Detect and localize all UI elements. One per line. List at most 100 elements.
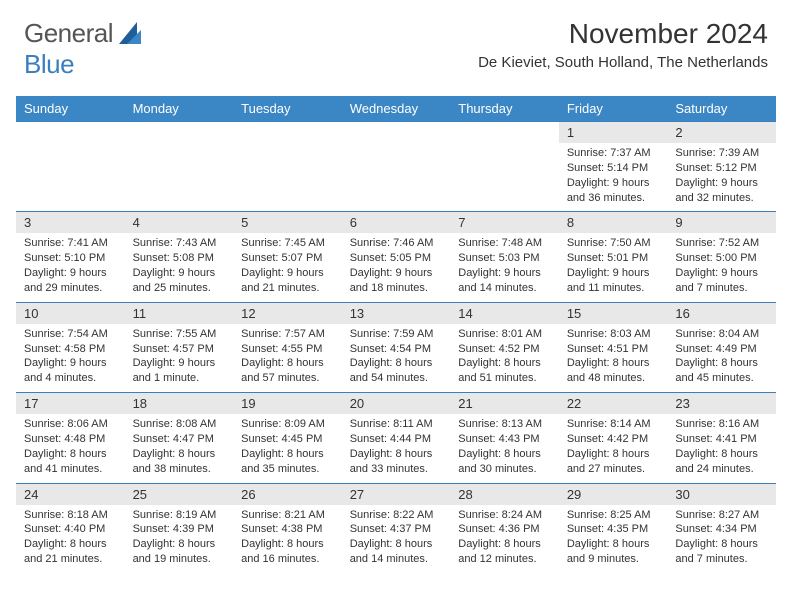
day-number-cell: 16 bbox=[667, 302, 776, 324]
daylight-text: Daylight: 8 hours bbox=[24, 447, 117, 462]
day-number-cell: 3 bbox=[16, 212, 125, 234]
daylight-text: and 1 minute. bbox=[133, 371, 226, 386]
sunset-text: Sunset: 4:51 PM bbox=[567, 342, 660, 357]
day-content-cell: Sunrise: 7:52 AMSunset: 5:00 PMDaylight:… bbox=[667, 233, 776, 302]
day-content-cell: Sunrise: 8:14 AMSunset: 4:42 PMDaylight:… bbox=[559, 414, 668, 483]
daylight-text: Daylight: 8 hours bbox=[567, 537, 660, 552]
daylight-text: and 24 minutes. bbox=[675, 462, 768, 477]
sunrise-text: Sunrise: 7:46 AM bbox=[350, 236, 443, 251]
sunset-text: Sunset: 4:54 PM bbox=[350, 342, 443, 357]
weekday-header: Friday bbox=[559, 96, 668, 122]
day-number-cell: 1 bbox=[559, 122, 668, 144]
weekday-header: Tuesday bbox=[233, 96, 342, 122]
sunrise-text: Sunrise: 8:14 AM bbox=[567, 417, 660, 432]
sunset-text: Sunset: 4:42 PM bbox=[567, 432, 660, 447]
day-content-cell: Sunrise: 7:41 AMSunset: 5:10 PMDaylight:… bbox=[16, 233, 125, 302]
day-content-cell: Sunrise: 7:45 AMSunset: 5:07 PMDaylight:… bbox=[233, 233, 342, 302]
day-number-cell: 30 bbox=[667, 483, 776, 505]
day-content-cell: Sunrise: 8:09 AMSunset: 4:45 PMDaylight:… bbox=[233, 414, 342, 483]
day-content-row: Sunrise: 8:18 AMSunset: 4:40 PMDaylight:… bbox=[16, 505, 776, 573]
day-number-cell bbox=[450, 122, 559, 144]
sunrise-text: Sunrise: 7:39 AM bbox=[675, 146, 768, 161]
day-content-cell: Sunrise: 8:19 AMSunset: 4:39 PMDaylight:… bbox=[125, 505, 234, 573]
day-number-cell: 19 bbox=[233, 393, 342, 415]
day-content-cell: Sunrise: 8:21 AMSunset: 4:38 PMDaylight:… bbox=[233, 505, 342, 573]
day-number-cell: 2 bbox=[667, 122, 776, 144]
daylight-text: Daylight: 8 hours bbox=[241, 447, 334, 462]
day-content-cell bbox=[233, 143, 342, 212]
daylight-text: and 18 minutes. bbox=[350, 281, 443, 296]
daylight-text: and 7 minutes. bbox=[675, 281, 768, 296]
day-number-cell: 21 bbox=[450, 393, 559, 415]
sunset-text: Sunset: 4:36 PM bbox=[458, 522, 551, 537]
daylight-text: Daylight: 9 hours bbox=[241, 266, 334, 281]
day-number-row: 12 bbox=[16, 122, 776, 144]
sunset-text: Sunset: 4:37 PM bbox=[350, 522, 443, 537]
sunrise-text: Sunrise: 8:01 AM bbox=[458, 327, 551, 342]
daylight-text: Daylight: 8 hours bbox=[567, 356, 660, 371]
sunset-text: Sunset: 4:41 PM bbox=[675, 432, 768, 447]
daylight-text: and 54 minutes. bbox=[350, 371, 443, 386]
weekday-header: Saturday bbox=[667, 96, 776, 122]
day-content-cell: Sunrise: 7:39 AMSunset: 5:12 PMDaylight:… bbox=[667, 143, 776, 212]
day-number-row: 17181920212223 bbox=[16, 393, 776, 415]
daylight-text: and 32 minutes. bbox=[675, 191, 768, 206]
daylight-text: and 19 minutes. bbox=[133, 552, 226, 567]
daylight-text: Daylight: 8 hours bbox=[675, 356, 768, 371]
logo-text-blue: Blue bbox=[24, 49, 74, 79]
daylight-text: Daylight: 9 hours bbox=[567, 266, 660, 281]
daylight-text: Daylight: 8 hours bbox=[241, 356, 334, 371]
sunrise-text: Sunrise: 7:55 AM bbox=[133, 327, 226, 342]
daylight-text: Daylight: 9 hours bbox=[567, 176, 660, 191]
daylight-text: and 16 minutes. bbox=[241, 552, 334, 567]
day-content-cell: Sunrise: 8:27 AMSunset: 4:34 PMDaylight:… bbox=[667, 505, 776, 573]
day-number-cell bbox=[125, 122, 234, 144]
day-content-cell: Sunrise: 8:24 AMSunset: 4:36 PMDaylight:… bbox=[450, 505, 559, 573]
daylight-text: Daylight: 8 hours bbox=[675, 537, 768, 552]
day-content-cell: Sunrise: 7:43 AMSunset: 5:08 PMDaylight:… bbox=[125, 233, 234, 302]
day-number-cell: 25 bbox=[125, 483, 234, 505]
sunrise-text: Sunrise: 7:41 AM bbox=[24, 236, 117, 251]
day-content-cell: Sunrise: 7:46 AMSunset: 5:05 PMDaylight:… bbox=[342, 233, 451, 302]
day-number-cell bbox=[16, 122, 125, 144]
daylight-text: and 21 minutes. bbox=[241, 281, 334, 296]
sunrise-text: Sunrise: 8:08 AM bbox=[133, 417, 226, 432]
sunrise-text: Sunrise: 8:03 AM bbox=[567, 327, 660, 342]
logo-text-general: General bbox=[24, 18, 113, 48]
sunset-text: Sunset: 5:01 PM bbox=[567, 251, 660, 266]
sunrise-text: Sunrise: 8:13 AM bbox=[458, 417, 551, 432]
day-number-cell bbox=[342, 122, 451, 144]
sunrise-text: Sunrise: 8:04 AM bbox=[675, 327, 768, 342]
daylight-text: and 21 minutes. bbox=[24, 552, 117, 567]
daylight-text: Daylight: 9 hours bbox=[458, 266, 551, 281]
daylight-text: and 4 minutes. bbox=[24, 371, 117, 386]
sunset-text: Sunset: 4:43 PM bbox=[458, 432, 551, 447]
calendar-table: Sunday Monday Tuesday Wednesday Thursday… bbox=[16, 96, 776, 573]
sunrise-text: Sunrise: 7:59 AM bbox=[350, 327, 443, 342]
day-number-cell: 11 bbox=[125, 302, 234, 324]
day-content-cell: Sunrise: 8:18 AMSunset: 4:40 PMDaylight:… bbox=[16, 505, 125, 573]
sunrise-text: Sunrise: 8:11 AM bbox=[350, 417, 443, 432]
sunset-text: Sunset: 5:00 PM bbox=[675, 251, 768, 266]
day-number-cell: 23 bbox=[667, 393, 776, 415]
sunrise-text: Sunrise: 8:25 AM bbox=[567, 508, 660, 523]
title-block: November 2024 De Kieviet, South Holland,… bbox=[478, 18, 768, 71]
sunset-text: Sunset: 4:52 PM bbox=[458, 342, 551, 357]
day-content-cell: Sunrise: 8:22 AMSunset: 4:37 PMDaylight:… bbox=[342, 505, 451, 573]
day-number-cell: 28 bbox=[450, 483, 559, 505]
day-number-cell: 24 bbox=[16, 483, 125, 505]
day-content-row: Sunrise: 7:54 AMSunset: 4:58 PMDaylight:… bbox=[16, 324, 776, 393]
sunset-text: Sunset: 4:55 PM bbox=[241, 342, 334, 357]
sunrise-text: Sunrise: 8:06 AM bbox=[24, 417, 117, 432]
month-title: November 2024 bbox=[478, 18, 768, 50]
day-content-cell: Sunrise: 7:54 AMSunset: 4:58 PMDaylight:… bbox=[16, 324, 125, 393]
sunrise-text: Sunrise: 7:48 AM bbox=[458, 236, 551, 251]
sunrise-text: Sunrise: 7:52 AM bbox=[675, 236, 768, 251]
sunrise-text: Sunrise: 7:45 AM bbox=[241, 236, 334, 251]
sunrise-text: Sunrise: 8:19 AM bbox=[133, 508, 226, 523]
weekday-header: Thursday bbox=[450, 96, 559, 122]
sunset-text: Sunset: 5:08 PM bbox=[133, 251, 226, 266]
sunrise-text: Sunrise: 8:21 AM bbox=[241, 508, 334, 523]
daylight-text: Daylight: 8 hours bbox=[458, 537, 551, 552]
daylight-text: Daylight: 8 hours bbox=[133, 537, 226, 552]
